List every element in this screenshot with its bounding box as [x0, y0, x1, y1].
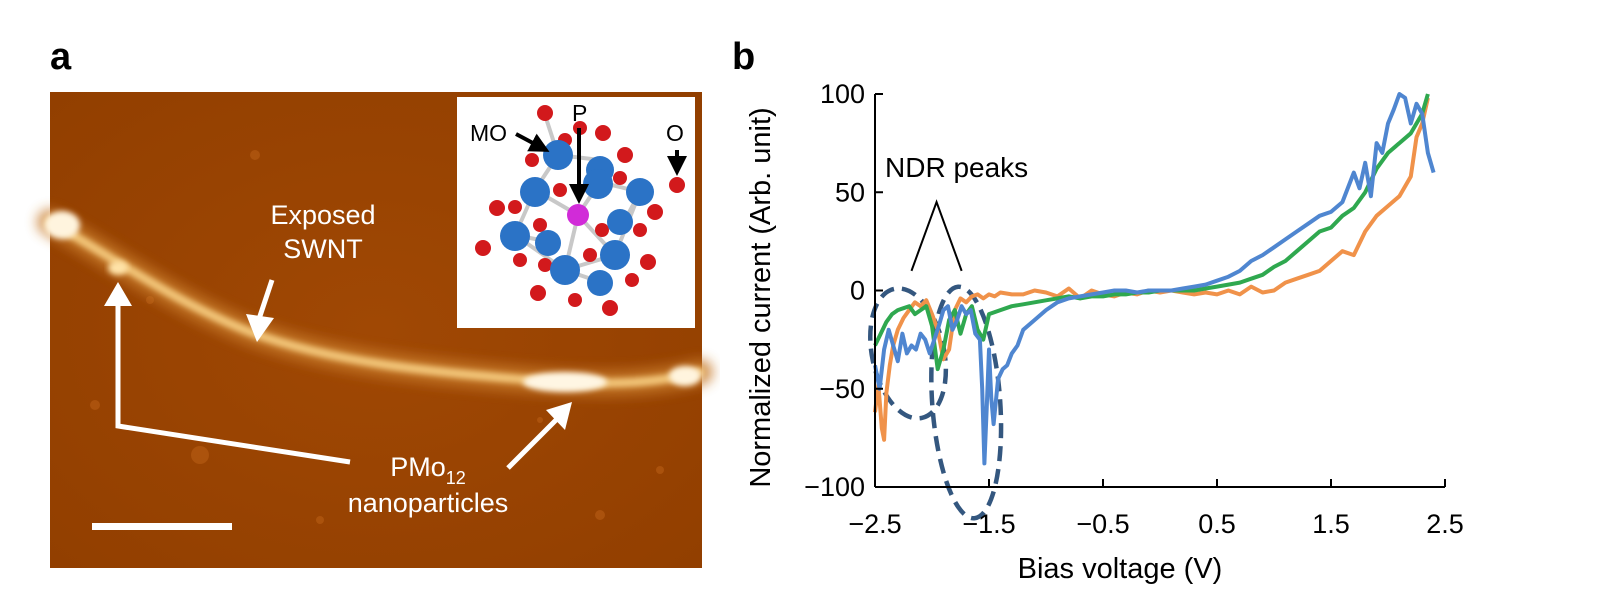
chart-ticks: −100 −50 0 50 100 −2.5 −1.5 −0.5 0.5 1.5 2.5 Bias v… [745, 79, 1464, 585]
series-line-orange [873, 97, 1430, 442]
label-swnt: SWNT [283, 234, 362, 264]
series-line-green [873, 93, 1430, 372]
x-axis-title: Bias voltage (V) [1018, 553, 1223, 585]
series-line-blue [873, 92, 1436, 466]
nanoparticle-far-right [669, 366, 701, 386]
inset-mo-atoms [500, 140, 654, 296]
y-tick-label: 50 [835, 177, 865, 207]
x-tick-label: −0.5 [1076, 509, 1129, 539]
x-tick-label: 0.5 [1198, 509, 1236, 539]
y-tick-label: 0 [850, 276, 865, 306]
inset-label-o: O [666, 120, 684, 146]
y-tick-label: −100 [804, 472, 865, 502]
chart-series [873, 92, 1436, 466]
ndr-ellipse-right [929, 284, 1004, 521]
inset-label-p: P [572, 100, 587, 126]
label-nanoparticles: nanoparticles [348, 488, 509, 518]
x-tick-label: −1.5 [962, 509, 1015, 539]
afm-specks [90, 150, 664, 524]
label-pmo12: PMo12 [390, 452, 466, 488]
arrow-np-right-head [546, 402, 572, 430]
chart-annotation: NDR peaks [885, 152, 1028, 272]
inset-p-atom [567, 204, 589, 226]
inset-arrow-mo [515, 132, 550, 152]
panel-b: b −100 −50 0 50 100 −2.5 −1.5 −0.5 0.5 1.5 2.5 Bias… [720, 0, 1608, 612]
arrow-exposed-swnt-head [246, 314, 274, 342]
arrow-np-bracket-head [104, 282, 132, 306]
inset-label-mo: MO [470, 120, 507, 146]
swnt-core [45, 217, 705, 388]
nanoparticle-mid [108, 261, 128, 275]
panel-b-letter: b [732, 36, 756, 78]
scale-bar [92, 523, 232, 530]
annotation-leader-lines [910, 199, 963, 272]
x-tick-label: 2.5 [1426, 509, 1464, 539]
x-tick-label: 1.5 [1312, 509, 1350, 539]
nanoparticle-left [44, 211, 80, 239]
arrow-np-bracket [115, 300, 351, 465]
label-exposed: Exposed [270, 200, 375, 230]
afm-image: Exposed SWNT PMo12 nanoparticles [37, 92, 713, 568]
panel-a-letter: a [50, 36, 72, 78]
annotation-ndr-peaks: NDR peaks [885, 152, 1028, 183]
arrow-exposed-swnt [255, 279, 275, 323]
y-tick-label: −50 [819, 374, 865, 404]
inset-oxygen-atoms [475, 105, 685, 316]
arrow-np-right [506, 416, 560, 470]
molecule-inset: MO P O [457, 97, 695, 328]
panel-a: a [0, 0, 720, 612]
nanoparticle-right [523, 372, 607, 392]
y-axis-title: Normalized current (Arb. unit) [745, 107, 777, 487]
y-tick-label: 100 [820, 79, 865, 109]
iv-chart: −100 −50 0 50 100 −2.5 −1.5 −0.5 0.5 1.5 2.5 Bias v… [745, 79, 1464, 585]
x-tick-label: −2.5 [848, 509, 901, 539]
